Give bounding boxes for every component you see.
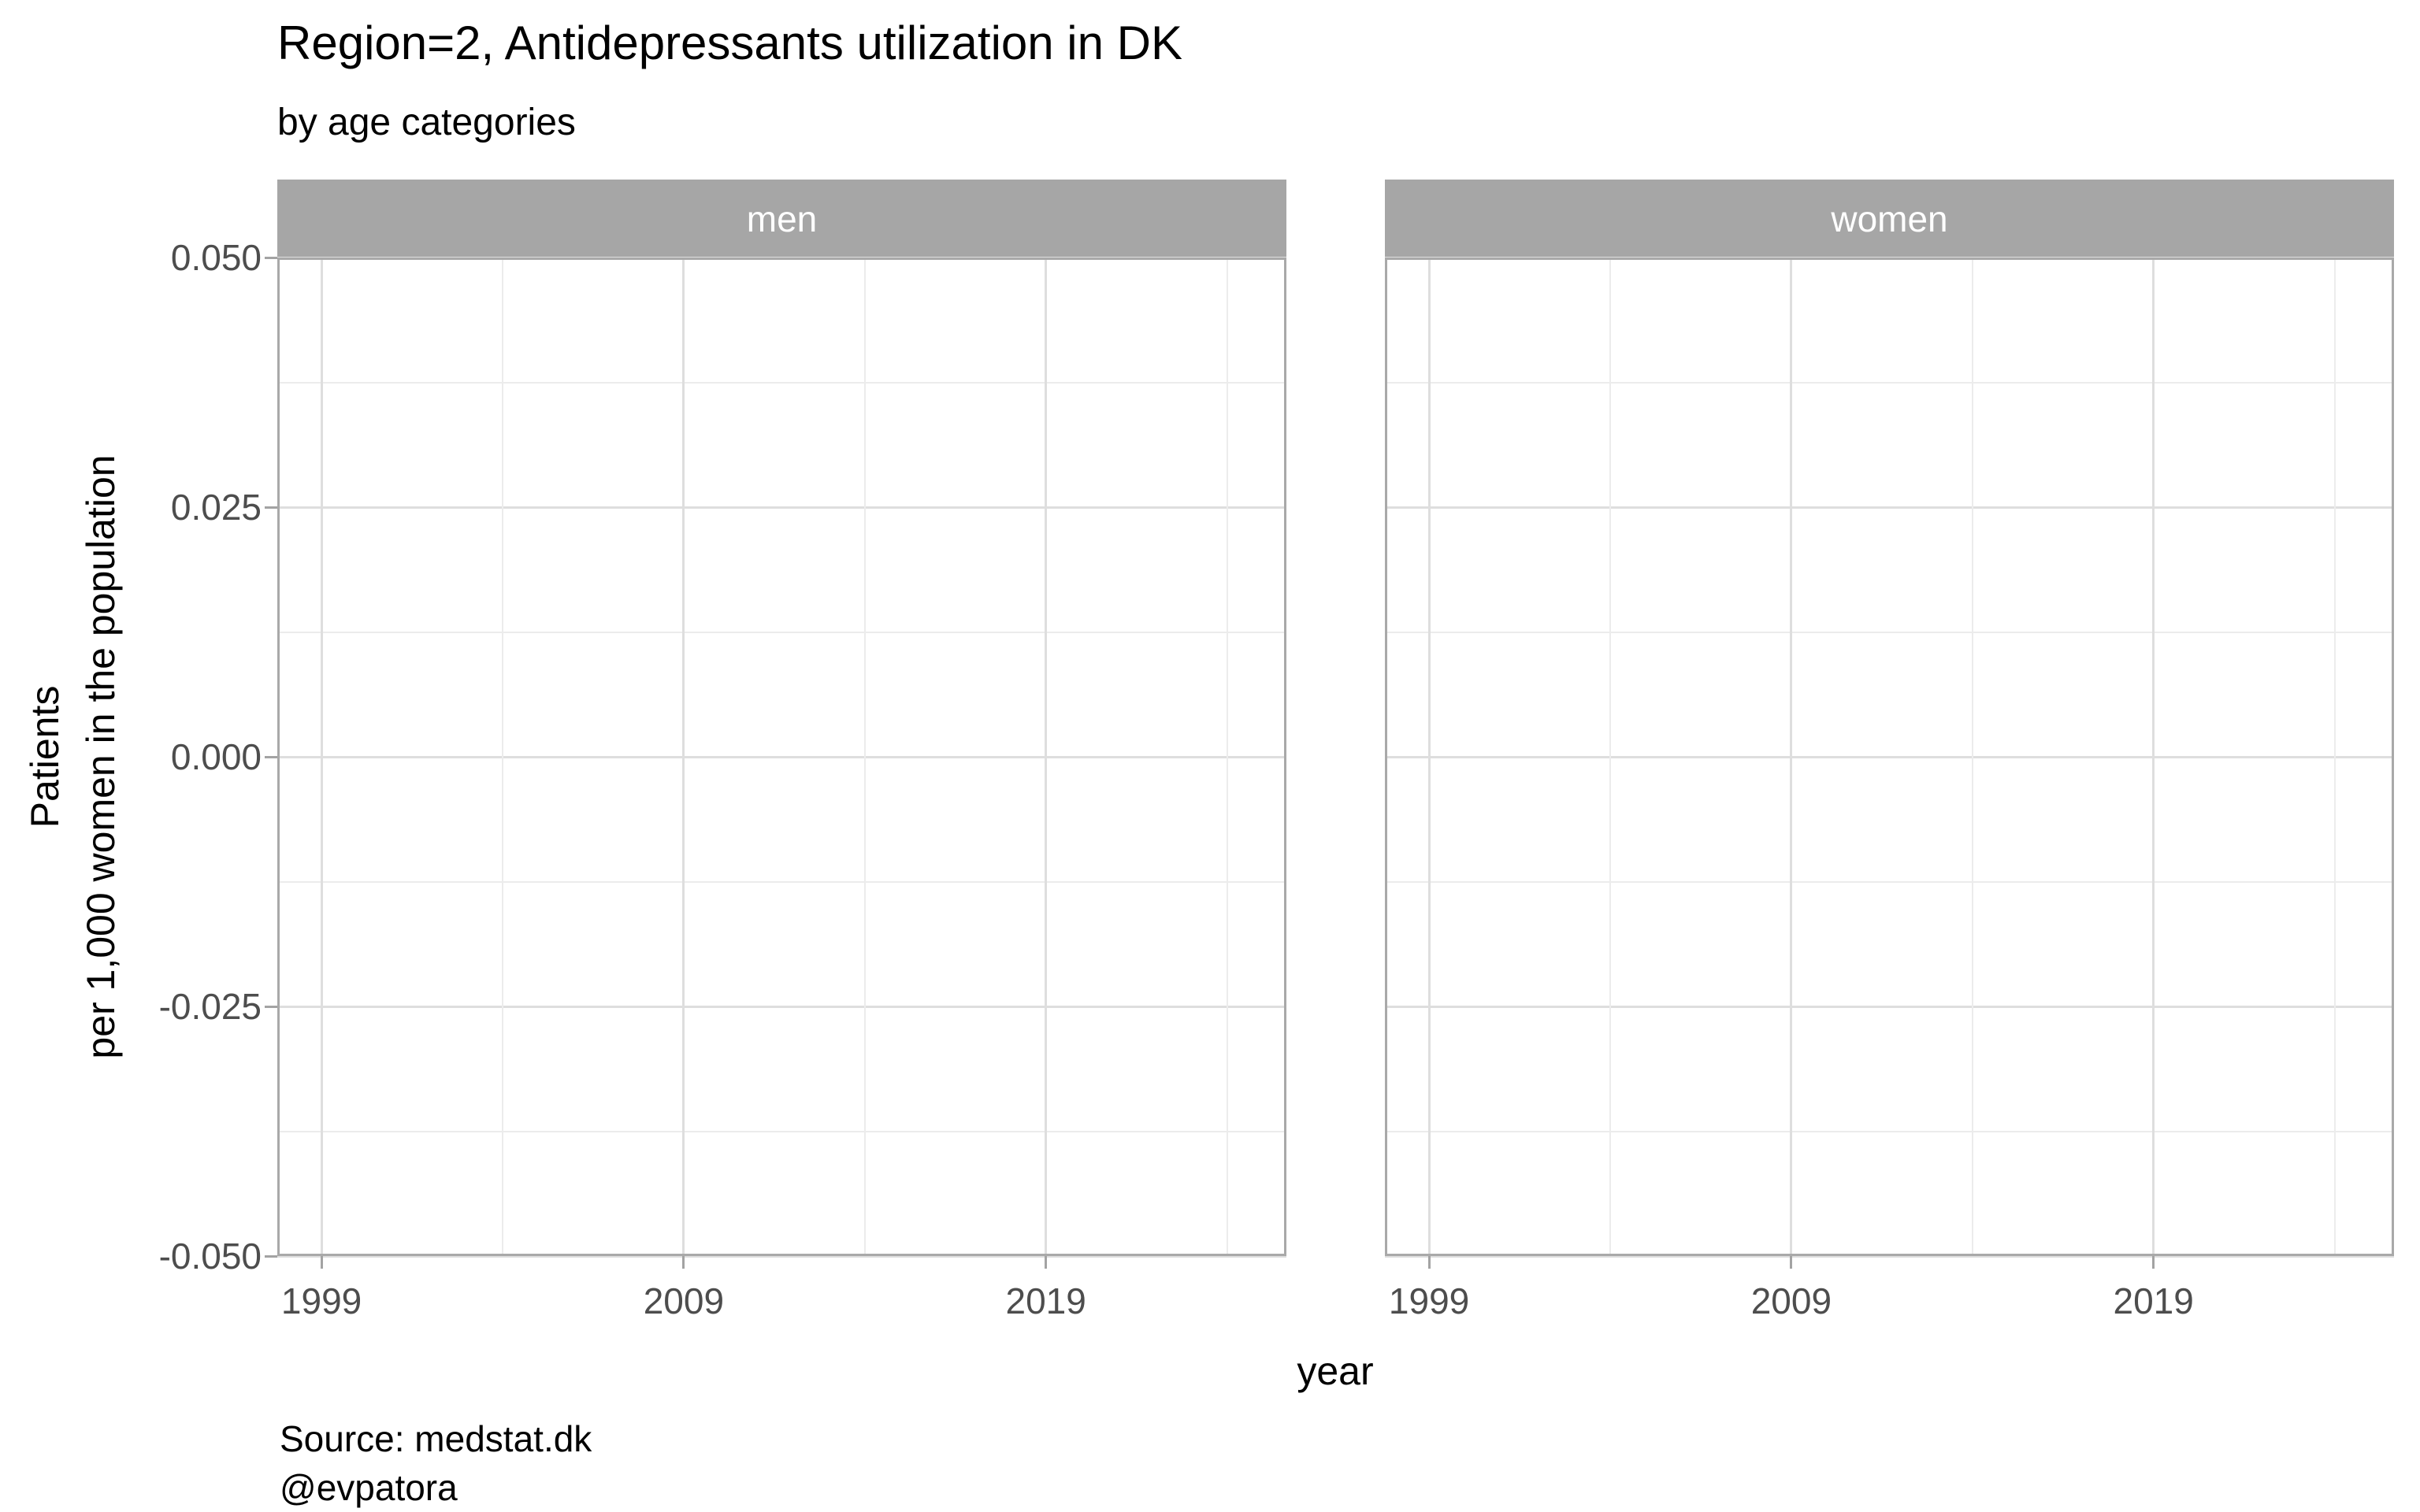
gridline-minor-vertical — [1609, 258, 1611, 1256]
page-title: Region=2, Antidepressants utilization in… — [277, 17, 1183, 69]
x-tick-label: 1999 — [1388, 1280, 1470, 1321]
gridline-minor-vertical — [2333, 258, 2336, 1256]
gridline-minor-horizontal — [1385, 880, 2394, 883]
gridline-minor-vertical — [501, 258, 503, 1256]
y-tick-mark — [265, 506, 277, 509]
gridline-minor-horizontal — [277, 381, 1286, 384]
facet-panel — [277, 256, 1286, 1258]
facet-strip: men — [277, 180, 1286, 258]
y-tick-label: -0.050 — [158, 1236, 262, 1277]
x-tick-mark — [2152, 1256, 2155, 1269]
x-tick-label: 2009 — [1750, 1280, 1832, 1321]
x-tick-label: 2019 — [2113, 1280, 2194, 1321]
y-tick-label: 0.050 — [170, 237, 262, 278]
gridline-major-vertical — [320, 258, 323, 1256]
x-tick-mark — [682, 1256, 685, 1269]
gridline-minor-horizontal — [277, 1130, 1286, 1132]
x-tick-label: 1999 — [280, 1280, 362, 1321]
panel-border — [1385, 258, 2394, 1256]
gridline-major-vertical — [682, 258, 685, 1256]
gridline-major-horizontal — [1385, 1254, 2394, 1258]
gridline-minor-vertical — [1971, 258, 1973, 1256]
gridline-minor-horizontal — [277, 631, 1286, 633]
gridline-major-horizontal — [277, 1254, 1286, 1258]
facet-panel — [1385, 256, 2394, 1258]
y-tick-mark — [265, 1005, 277, 1008]
gridline-major-horizontal — [277, 506, 1286, 509]
x-tick-mark — [1790, 1256, 1793, 1269]
gridline-major-vertical — [1427, 258, 1431, 1256]
y-tick-label: 0.000 — [170, 736, 262, 777]
gridline-major-vertical — [1045, 258, 1048, 1256]
x-tick-label: 2019 — [1005, 1280, 1086, 1321]
x-tick-label: 2009 — [643, 1280, 725, 1321]
panel-border — [277, 258, 1286, 1256]
y-tick-mark — [265, 755, 277, 758]
gridline-major-horizontal — [1385, 1005, 2394, 1008]
y-tick-label: -0.025 — [158, 986, 262, 1027]
gridline-minor-horizontal — [1385, 1130, 2394, 1132]
facet-strip: women — [1385, 180, 2394, 258]
y-tick-label: 0.025 — [170, 487, 262, 528]
x-tick-mark — [320, 1256, 323, 1269]
gridline-minor-vertical — [863, 258, 866, 1256]
gridline-major-horizontal — [277, 755, 1286, 758]
facet-strip-label: women — [1831, 198, 1948, 239]
x-tick-mark — [1045, 1256, 1048, 1269]
gridline-major-vertical — [2152, 258, 2155, 1256]
gridline-minor-horizontal — [1385, 631, 2394, 633]
gridline-major-horizontal — [1385, 506, 2394, 509]
gridline-major-horizontal — [1385, 755, 2394, 758]
x-axis-title: year — [1297, 1349, 1374, 1393]
gridline-minor-horizontal — [277, 880, 1286, 883]
gridline-major-vertical — [1790, 258, 1793, 1256]
y-tick-mark — [265, 256, 277, 259]
facet-strip-label: men — [746, 198, 818, 239]
gridline-minor-horizontal — [1385, 381, 2394, 384]
x-tick-mark — [1427, 1256, 1431, 1269]
gridline-major-horizontal — [277, 1005, 1286, 1008]
page-subtitle: by age categories — [277, 102, 576, 143]
caption: Source: medstat.dk @evpatora — [280, 1418, 592, 1509]
gridline-minor-vertical — [1226, 258, 1228, 1256]
y-tick-mark — [265, 1254, 277, 1258]
